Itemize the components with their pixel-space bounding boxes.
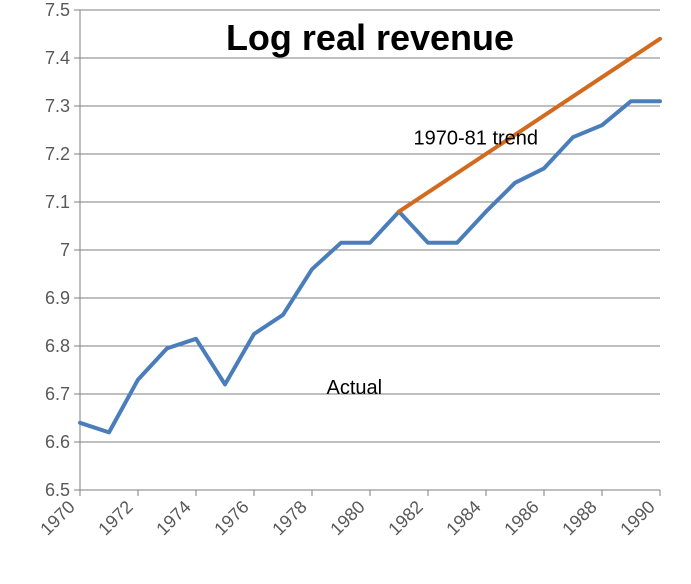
y-tick-label: 7.3 — [45, 96, 70, 116]
y-tick-label: 6.7 — [45, 384, 70, 404]
y-tick-label: 7.1 — [45, 192, 70, 212]
y-tick-label: 6.5 — [45, 480, 70, 500]
y-tick-label: 7.5 — [45, 0, 70, 20]
y-tick-label: 7 — [60, 240, 70, 260]
y-tick-label: 7.2 — [45, 144, 70, 164]
chart-title: Log real revenue — [226, 17, 514, 58]
y-tick-label: 6.6 — [45, 432, 70, 452]
chart-container: 6.56.66.76.86.977.17.27.37.47.5197019721… — [0, 0, 691, 584]
y-tick-label: 6.8 — [45, 336, 70, 356]
y-tick-label: 6.9 — [45, 288, 70, 308]
annotation-trend: 1970-81 trend — [414, 127, 539, 149]
annotation-actual: Actual — [327, 377, 383, 399]
y-tick-label: 7.4 — [45, 48, 70, 68]
chart-svg: 6.56.66.76.86.977.17.27.37.47.5197019721… — [0, 0, 691, 584]
